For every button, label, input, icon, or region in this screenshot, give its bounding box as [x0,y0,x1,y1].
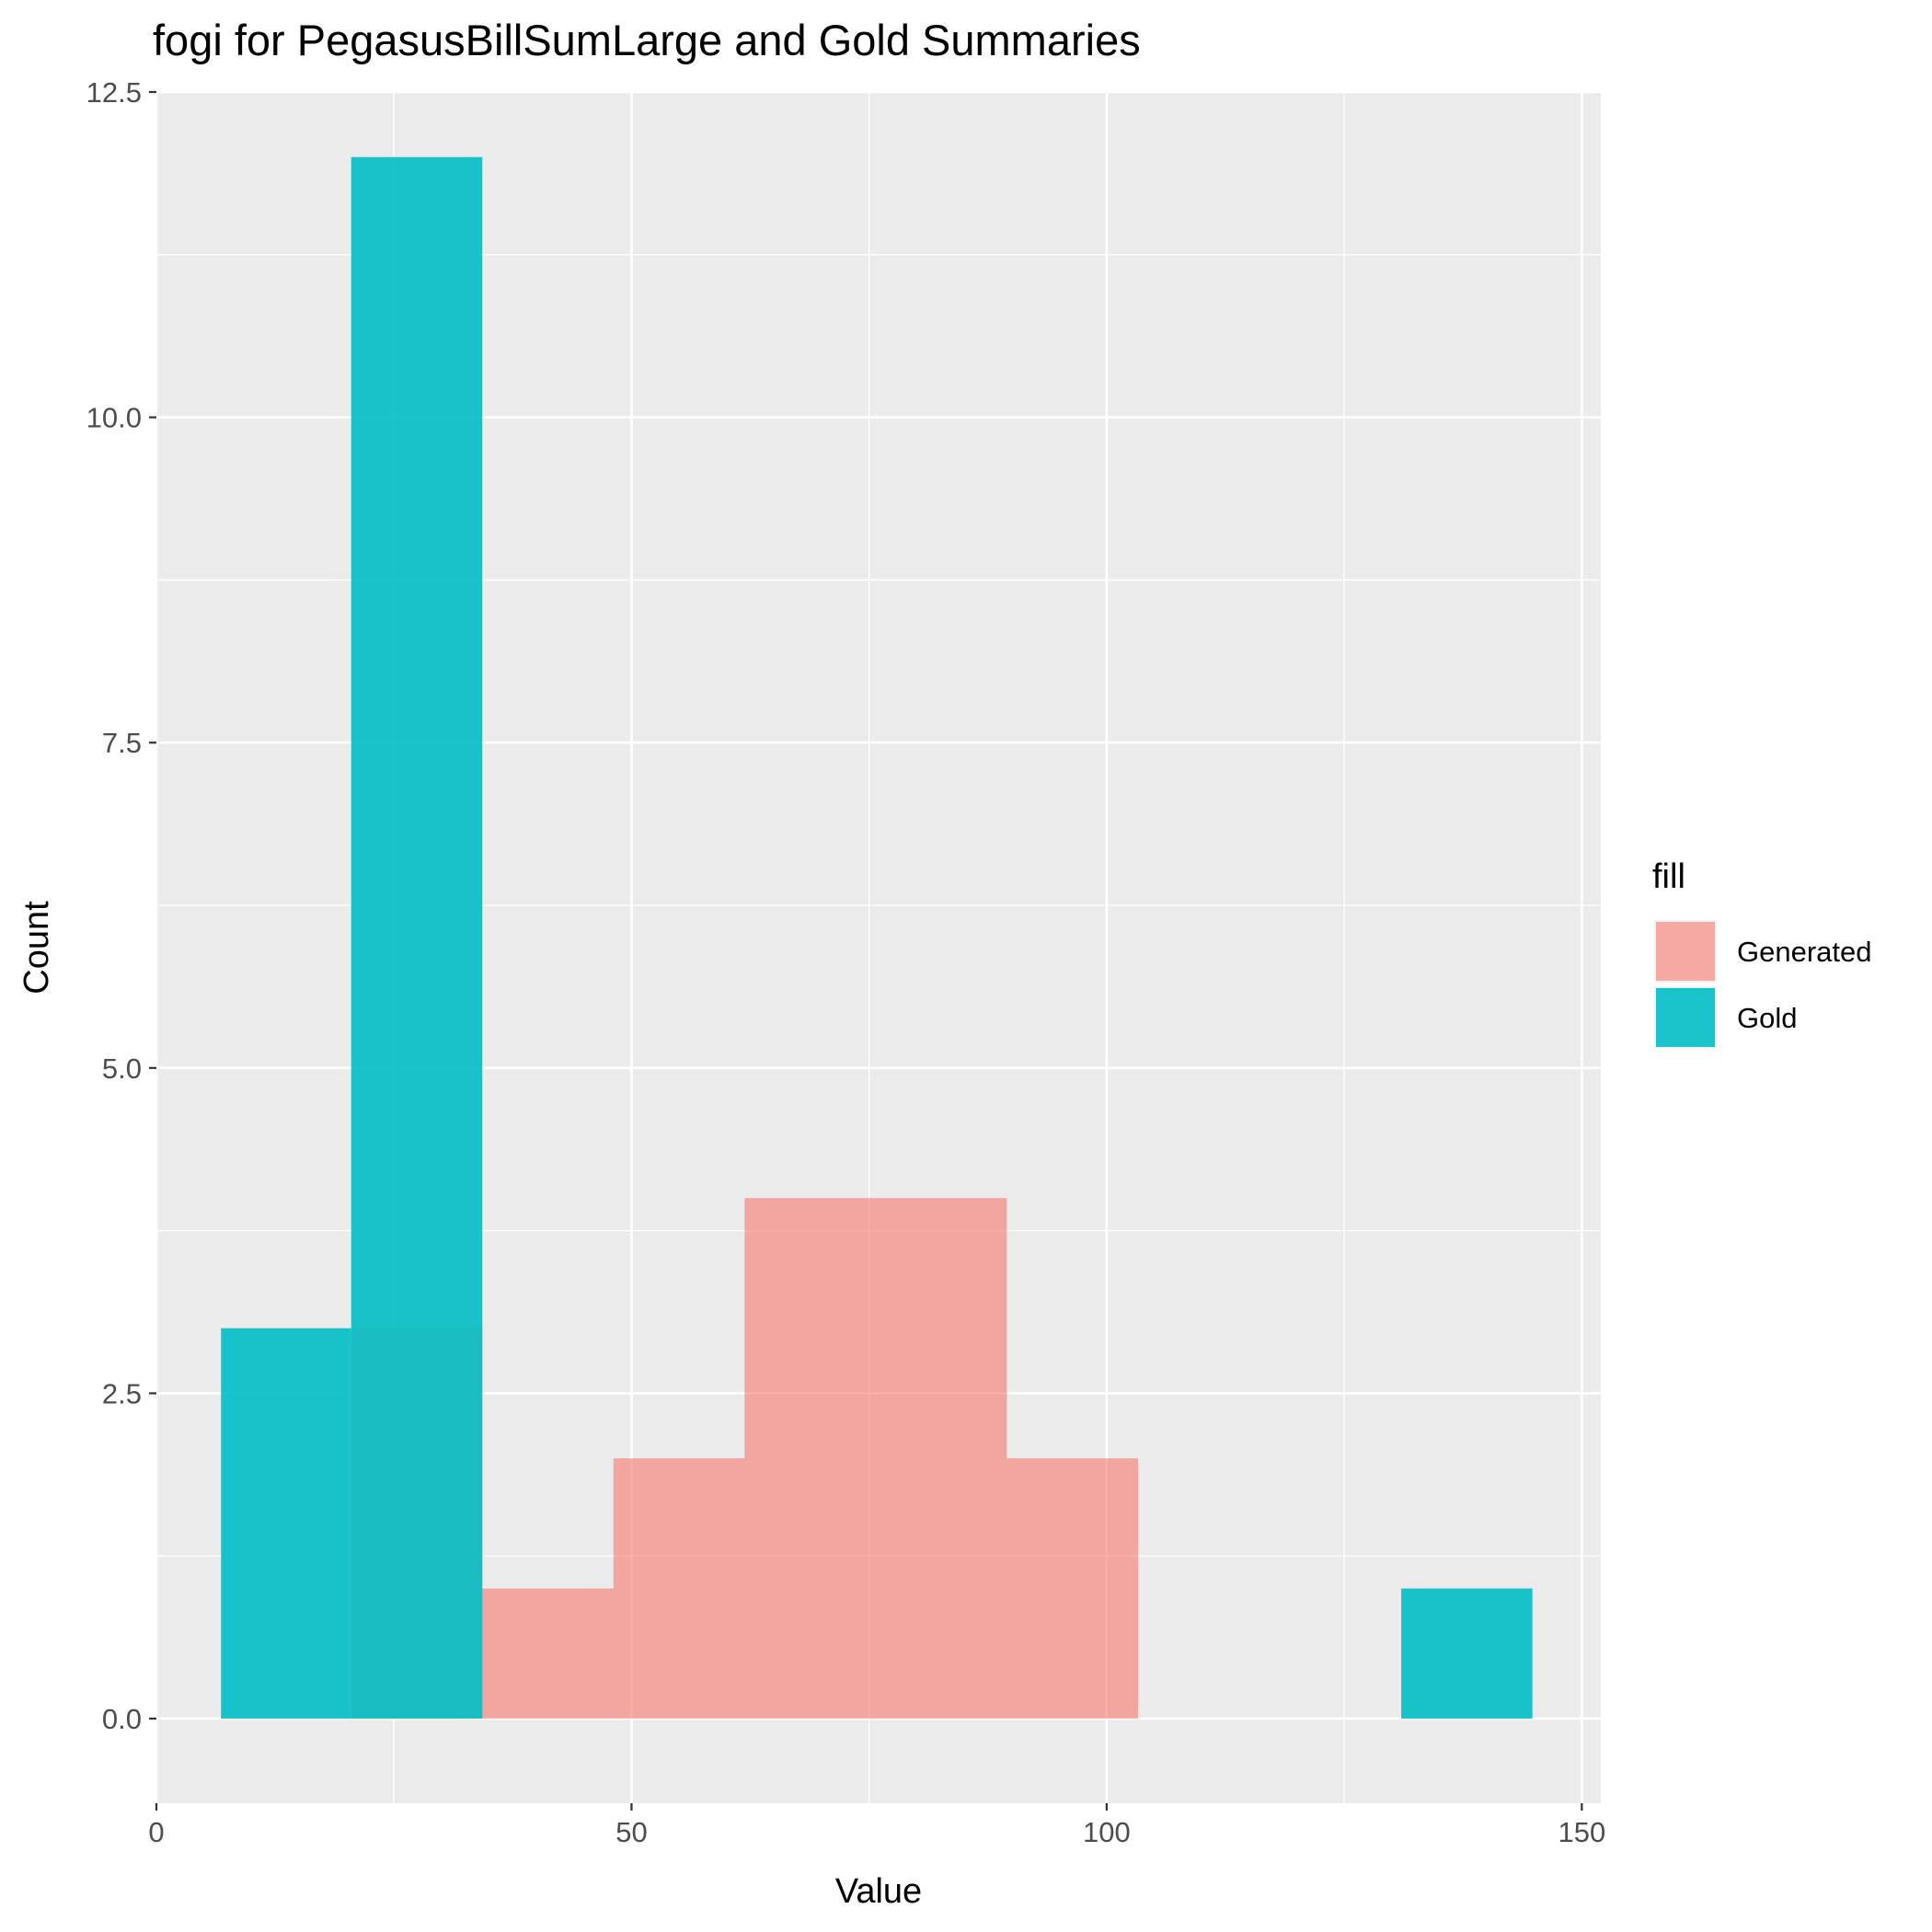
bar-generated [744,1198,876,1719]
y-axis-label: Count [17,901,56,995]
x-tick-label: 100 [1083,1816,1131,1848]
x-axis-label: Value [835,1872,922,1911]
y-tick-label: 5.0 [102,1052,142,1085]
bar-generated [613,1458,745,1719]
bar-generated [482,1588,614,1719]
bar-gold [221,1328,351,1719]
y-tick-label: 12.5 [86,76,142,109]
legend-label-generated: Generated [1737,936,1872,968]
x-axis: 0 50 100 150 [148,1803,1605,1848]
bars-layer [221,156,1533,1719]
legend-title: fill [1652,857,1685,896]
legend-label-gold: Gold [1737,1002,1797,1034]
bar-generated [1006,1458,1138,1719]
y-tick-label: 2.5 [102,1377,142,1409]
x-tick-label: 50 [615,1816,647,1848]
x-tick-label: 150 [1558,1816,1605,1848]
legend-swatch-gold [1656,988,1715,1047]
bar-gold [1401,1588,1533,1719]
bar-gold [351,156,483,1719]
bar-generated [875,1198,1007,1719]
y-tick-label: 0.0 [102,1703,142,1735]
y-tick-label: 10.0 [86,402,142,434]
y-axis: 0.0 2.5 5.0 7.5 10.0 12.5 [86,76,156,1735]
x-tick-label: 0 [148,1816,164,1848]
y-tick-label: 7.5 [102,727,142,759]
chart-title: fogi for PegasusBillSumLarge and Gold Su… [153,16,1141,64]
legend-swatch-generated [1656,922,1715,981]
legend: fill Generated Gold [1652,857,1872,1049]
